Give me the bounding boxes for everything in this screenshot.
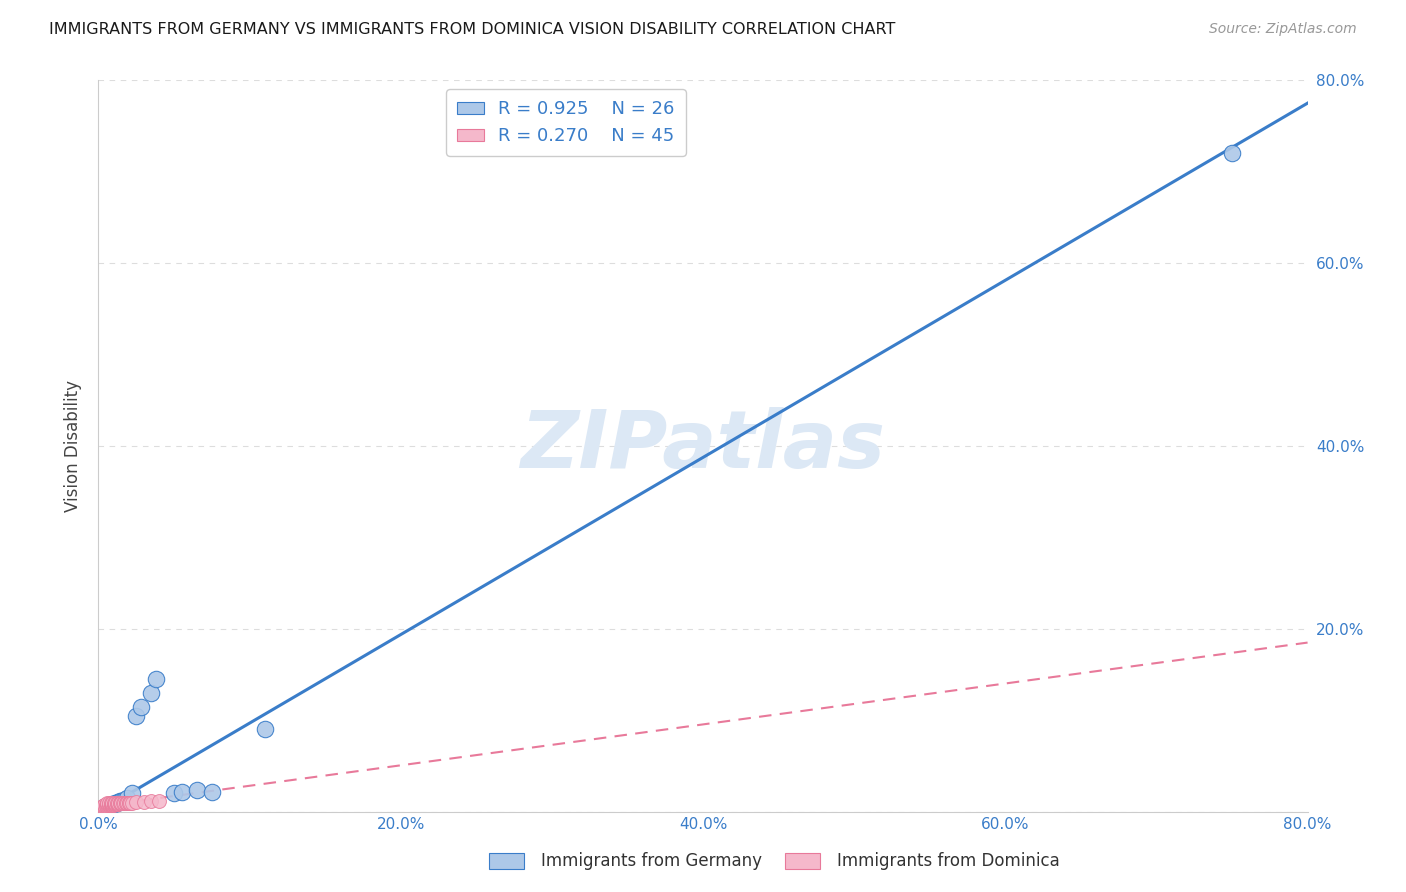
Point: [100, 798, 122, 813]
Point: [111, 797, 134, 811]
Point: [120, 796, 142, 810]
Point: [125, 708, 148, 723]
Point: [129, 699, 152, 714]
Point: [91, 800, 114, 814]
Point: [148, 794, 170, 808]
Point: [96, 799, 118, 814]
Point: [118, 797, 141, 811]
Point: [114, 797, 136, 811]
Point: [105, 796, 128, 810]
Y-axis label: Vision Disability: Vision Disability: [65, 380, 83, 512]
Point: [105, 797, 128, 811]
Point: [108, 794, 131, 808]
Point: [94, 799, 117, 814]
Point: [94, 798, 117, 813]
Point: [100, 798, 122, 813]
Point: [94, 800, 117, 814]
Point: [145, 672, 167, 686]
Point: [104, 797, 127, 812]
Point: [104, 796, 127, 810]
Text: IMMIGRANTS FROM GERMANY VS IMMIGRANTS FROM DOMINICA VISION DISABILITY CORRELATIO: IMMIGRANTS FROM GERMANY VS IMMIGRANTS FR…: [49, 22, 896, 37]
Point: [93, 799, 115, 814]
Point: [112, 793, 135, 807]
Text: ZIPatlas: ZIPatlas: [520, 407, 886, 485]
Point: [115, 791, 138, 805]
Point: [121, 787, 143, 801]
Point: [91, 799, 114, 814]
Point: [105, 797, 128, 812]
Point: [141, 794, 163, 808]
Point: [93, 798, 115, 813]
Point: [96, 797, 118, 811]
Point: [98, 797, 121, 811]
Point: [201, 784, 224, 798]
Point: [186, 782, 208, 797]
Point: [118, 796, 141, 810]
Text: Immigrants from Germany: Immigrants from Germany: [541, 852, 762, 870]
Point: [253, 723, 276, 737]
Text: Source: ZipAtlas.com: Source: ZipAtlas.com: [1209, 22, 1357, 37]
Point: [110, 794, 132, 808]
Point: [108, 797, 131, 811]
Point: [101, 797, 124, 812]
Point: [107, 797, 129, 812]
Point: [121, 796, 143, 810]
Point: [115, 796, 138, 810]
Point: [108, 796, 131, 810]
Point: [110, 796, 132, 810]
Point: [163, 787, 186, 801]
Point: [98, 798, 121, 813]
Point: [112, 796, 135, 810]
Point: [170, 784, 193, 798]
Text: Immigrants from Dominica: Immigrants from Dominica: [837, 852, 1059, 870]
Point: [110, 797, 132, 811]
Point: [103, 797, 125, 812]
Point: [107, 797, 129, 811]
Point: [96, 797, 118, 812]
Point: [100, 797, 122, 811]
Point: [96, 798, 118, 813]
Point: [90, 800, 112, 814]
Point: [98, 800, 121, 814]
Point: [132, 795, 155, 809]
Point: [100, 797, 122, 812]
Point: [91, 801, 114, 815]
Point: [107, 795, 129, 809]
Point: [114, 796, 136, 810]
Point: [125, 795, 148, 809]
Point: [104, 797, 127, 811]
Point: [103, 798, 125, 813]
Point: [141, 686, 163, 700]
Point: [103, 797, 125, 812]
Point: [1220, 146, 1243, 161]
Point: [98, 797, 121, 812]
Point: [101, 797, 124, 811]
Point: [103, 797, 125, 811]
Point: [101, 797, 124, 812]
Legend: R = 0.925    N = 26, R = 0.270    N = 45: R = 0.925 N = 26, R = 0.270 N = 45: [446, 89, 686, 156]
Point: [101, 798, 124, 813]
Point: [93, 800, 115, 814]
